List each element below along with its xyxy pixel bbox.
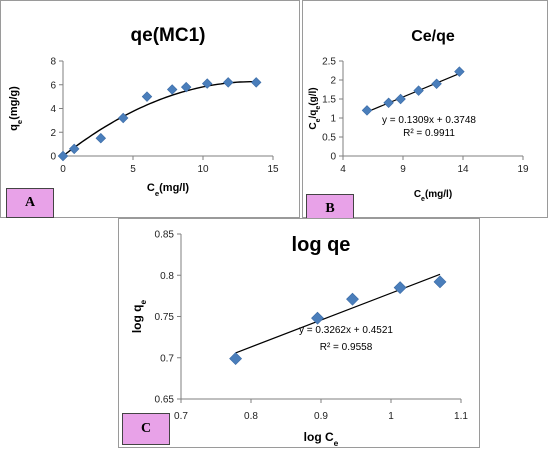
chart-b-x-tick-label: 9 xyxy=(400,164,406,175)
chart-a-data-point xyxy=(201,78,213,89)
chart-b-y-tick-label: 0.5 xyxy=(322,133,336,144)
chart-a-data-point xyxy=(95,132,107,144)
chart-b-data-point xyxy=(454,66,465,77)
chart-a-title: qe(MC1) xyxy=(131,25,206,46)
chart-b-x-axis-label: Ce(mg/l) xyxy=(414,189,452,203)
chart-a-y-tick-label: 2 xyxy=(50,128,56,139)
chart-c-y-tick-label: 0.65 xyxy=(155,395,175,406)
chart-a-x-tick-label: 15 xyxy=(267,164,279,175)
chart-c-x-tick-label: 0.8 xyxy=(244,411,258,422)
chart-a-y-axis-label: qe(mg/g) xyxy=(8,86,24,131)
chart-b-data-point xyxy=(395,93,406,105)
chart-a-data-point xyxy=(250,77,262,88)
chart-a-data-point xyxy=(57,150,69,162)
chart-b-trendline xyxy=(366,73,460,113)
chart-a-x-tick-label: 10 xyxy=(197,164,209,175)
chart-b-data-point xyxy=(361,105,373,116)
chart-a-y-tick-label: 4 xyxy=(50,104,56,115)
chart-b-x-tick-label: 19 xyxy=(517,164,529,175)
chart-panel-c: log qe 0.65 0.7 0.75 0.8 0.85 0.7 0.8 0.9 1 1.1 log… xyxy=(118,218,480,448)
chart-c-y-tick-label: 0.7 xyxy=(160,353,174,364)
chart-a-y-tick-label: 8 xyxy=(50,57,56,68)
chart-a-data-point xyxy=(166,84,178,95)
chart-c-y-axis-label: log qe xyxy=(130,300,148,334)
chart-a-x-tick-label: 5 xyxy=(130,164,136,175)
chart-c-data-point xyxy=(433,275,447,289)
chart-c-y-tick-label: 0.8 xyxy=(160,271,174,282)
chart-c-r-squared: R² = 0.9558 xyxy=(320,342,373,353)
chart-b-y-axis-label: Ce/qe(g/l) xyxy=(308,87,322,129)
chart-c-svg: log qe 0.65 0.7 0.75 0.8 0.85 0.7 0.8 0.9 1 1.1 log… xyxy=(130,230,468,449)
chart-c-y-tick-label: 0.85 xyxy=(155,230,175,241)
chart-b-x-tick-label: 4 xyxy=(340,164,346,175)
chart-a-data-point xyxy=(222,77,234,88)
chart-c-data-point xyxy=(393,281,407,295)
chart-b-data-point xyxy=(383,97,394,109)
chart-c-equation: y = 0.3262x + 0.4521 xyxy=(299,325,393,336)
chart-c-data-point xyxy=(346,292,359,306)
panel-label-c: C xyxy=(122,413,170,445)
chart-b-x-tick-label: 14 xyxy=(457,164,469,175)
chart-c-x-tick-label: 0.7 xyxy=(174,411,188,422)
chart-panel-b: Ce/qe 0 0.5 1 1.5 2 2.5 4 9 14 19 Ce(mg/l) Ce/qe(g/l… xyxy=(302,0,548,218)
chart-c-title: log qe xyxy=(292,234,351,256)
chart-c-x-tick-label: 0.9 xyxy=(314,411,328,422)
chart-a-x-axis-label: Ce(mg/l) xyxy=(147,182,190,198)
chart-b-data-point xyxy=(431,78,442,90)
chart-b-equation: y = 0.1309x + 0.3748 xyxy=(382,115,476,126)
chart-a-data-point xyxy=(68,143,80,155)
chart-b-r-squared: R² = 0.9911 xyxy=(403,128,455,139)
chart-b-y-tick-label: 2 xyxy=(330,76,336,87)
chart-b-title: Ce/qe xyxy=(411,28,455,45)
chart-a-y-tick-label: 6 xyxy=(50,80,56,91)
chart-c-data-point xyxy=(311,311,324,325)
chart-panel-a: qe(MC1) 0 2 4 6 8 0 5 10 15 Ce(mg/l) qe(mg/g) xyxy=(0,0,300,218)
panel-label-a: A xyxy=(6,188,54,218)
chart-c-x-tick-label: 1.1 xyxy=(454,411,468,422)
chart-b-svg: Ce/qe 0 0.5 1 1.5 2 2.5 4 9 14 19 Ce(mg/l) Ce/qe(g/l… xyxy=(308,28,529,203)
chart-c-x-tick-label: 1 xyxy=(388,411,394,422)
chart-b-y-tick-label: 1.5 xyxy=(322,95,336,106)
chart-a-x-tick-label: 0 xyxy=(60,164,66,175)
chart-b-y-tick-label: 2.5 xyxy=(322,57,336,68)
chart-a-svg: qe(MC1) 0 2 4 6 8 0 5 10 15 Ce(mg/l) qe(mg/g) xyxy=(8,25,279,198)
chart-c-x-axis-label: log Ce xyxy=(304,430,339,448)
chart-b-y-tick-label: 1 xyxy=(330,114,336,125)
chart-c-data-point xyxy=(229,352,243,365)
chart-a-data-point xyxy=(117,112,129,124)
chart-a-data-point xyxy=(141,91,153,102)
chart-c-y-tick-label: 0.75 xyxy=(155,312,175,323)
chart-a-trendline xyxy=(62,81,257,157)
chart-b-data-point xyxy=(413,85,424,96)
chart-a-data-point xyxy=(180,81,192,93)
chart-b-y-tick-label: 0 xyxy=(330,152,336,163)
chart-a-y-tick-label: 0 xyxy=(50,152,56,163)
